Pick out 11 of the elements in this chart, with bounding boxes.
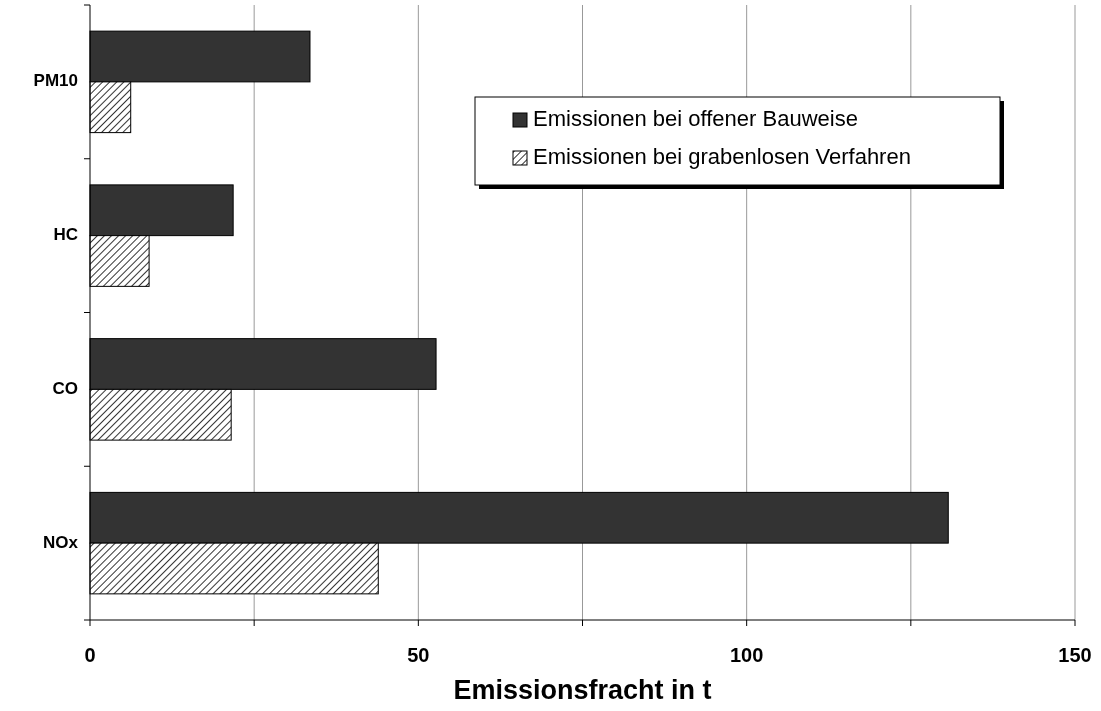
legend-label: Emissionen bei offener Bauweise [533, 105, 858, 131]
y-tick-label: HC [53, 225, 78, 245]
x-tick-label: 100 [729, 644, 764, 666]
x-tick-label: 0 [84, 644, 96, 666]
y-tick-label: CO [52, 378, 78, 398]
x-axis-title: Emissionsfracht in t [453, 675, 712, 705]
y-tick-label: PM10 [33, 71, 78, 91]
y-tick-label: NOx [43, 532, 79, 552]
x-tick-label: 150 [1058, 644, 1092, 666]
legend-label: Emissionen bei grabenlosen Verfahren [533, 143, 911, 169]
x-tick-label: 50 [407, 644, 430, 666]
